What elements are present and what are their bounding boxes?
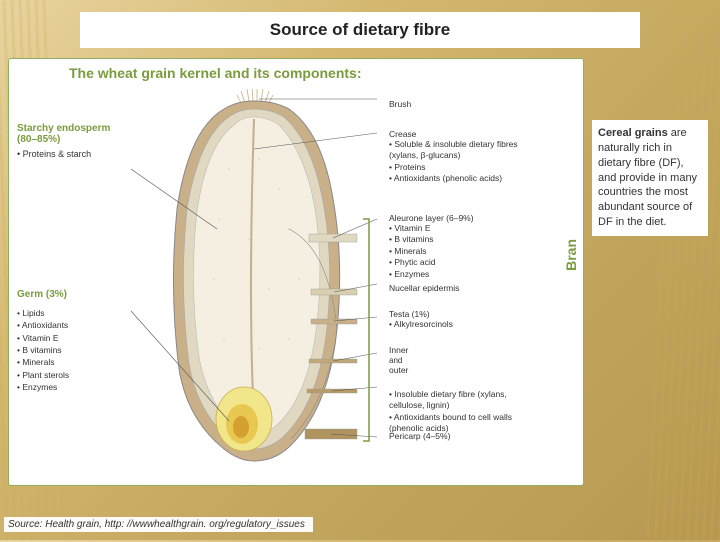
aleurone-item: B vitamins bbox=[389, 234, 539, 245]
germ-list: Lipids Antioxidants Vitamin E B vitamins… bbox=[17, 307, 69, 393]
testa-block: Testa (1%) Alkylresorcinols bbox=[389, 309, 539, 330]
pericarp-text: Pericarp (4–5%) bbox=[389, 431, 450, 441]
pericarp-item: Insoluble dietary fibre (xylans, cellulo… bbox=[389, 389, 539, 412]
brush-label: Brush bbox=[389, 99, 539, 109]
germ-label: Germ (3%) bbox=[17, 289, 67, 300]
crease-item: Soluble & insoluble dietary fibres (xyla… bbox=[389, 139, 539, 162]
outer-label: outer bbox=[389, 365, 408, 375]
crease-item: Antioxidants (phenolic acids) bbox=[389, 173, 539, 184]
germ-item: B vitamins bbox=[17, 344, 69, 356]
nucellar-label: Nucellar epidermis bbox=[389, 283, 539, 293]
brush-text: Brush bbox=[389, 99, 411, 109]
testa-label: Testa (1%) bbox=[389, 309, 430, 319]
testa-item: Alkylresorcinols bbox=[389, 319, 539, 330]
crease-label: Crease bbox=[389, 129, 416, 139]
sidebar-rest: are naturally rich in dietary fibre (DF)… bbox=[598, 127, 697, 228]
sidebar-note: Cereal grains are naturally rich in diet… bbox=[592, 120, 708, 236]
endosperm-bullet: • Proteins & starch bbox=[17, 149, 91, 159]
inner-outer-block: Inner and outer bbox=[389, 345, 539, 375]
germ-item: Vitamin E bbox=[17, 332, 69, 344]
pericarp-label: Pericarp (4–5%) bbox=[389, 431, 539, 441]
pericarp-block: Insoluble dietary fibre (xylans, cellulo… bbox=[389, 389, 539, 435]
endosperm-bullet-text: Proteins & starch bbox=[23, 149, 92, 159]
aleurone-item: Vitamin E bbox=[389, 223, 539, 234]
aleurone-block: Aleurone layer (6–9%) Vitamin E B vitami… bbox=[389, 213, 539, 280]
wheat-grain-diagram bbox=[129, 89, 379, 479]
and-label: and bbox=[389, 356, 402, 365]
bran-label: Bran bbox=[563, 239, 579, 271]
crease-block: Crease Soluble & insoluble dietary fibre… bbox=[389, 129, 539, 185]
crease-item: Proteins bbox=[389, 162, 539, 173]
sidebar-bold: Cereal grains bbox=[598, 127, 668, 139]
aleurone-item: Phytic acid bbox=[389, 257, 539, 268]
aleurone-item: Enzymes bbox=[389, 269, 539, 280]
aleurone-item: Minerals bbox=[389, 246, 539, 257]
aleurone-label: Aleurone layer (6–9%) bbox=[389, 213, 474, 223]
endosperm-range: (80–85%) bbox=[17, 134, 60, 145]
page-title: Source of dietary fibre bbox=[80, 12, 640, 48]
inner-label: Inner bbox=[389, 345, 408, 355]
nucellar-text: Nucellar epidermis bbox=[389, 283, 459, 293]
source-citation: Source: Health grain, http: //wwwhealthg… bbox=[4, 517, 313, 532]
diagram-heading: The wheat grain kernel and its component… bbox=[69, 65, 362, 81]
endosperm-label: Starchy endosperm (80–85%) bbox=[17, 123, 137, 145]
germ-item: Minerals bbox=[17, 356, 69, 368]
diagram-panel: The wheat grain kernel and its component… bbox=[8, 58, 584, 486]
germ-item: Antioxidants bbox=[17, 319, 69, 331]
endosperm-name: Starchy endosperm bbox=[17, 123, 110, 134]
germ-item: Lipids bbox=[17, 307, 69, 319]
germ-item: Enzymes bbox=[17, 381, 69, 393]
germ-item: Plant sterols bbox=[17, 369, 69, 381]
